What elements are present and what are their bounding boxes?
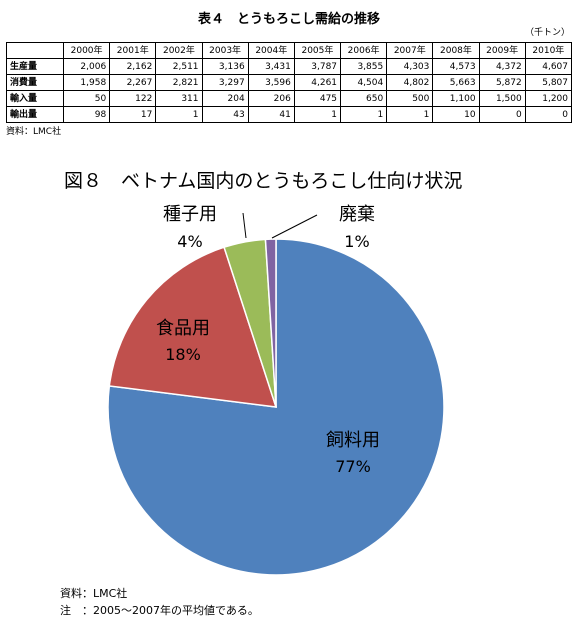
pie-slices: [107, 238, 445, 576]
slice-value-food: 18%: [165, 345, 201, 364]
slice-value-waste: 1%: [344, 232, 369, 251]
slice-waste: [264, 238, 277, 408]
table-cell: 1: [386, 106, 434, 123]
table-source: 資料：LMC社: [6, 127, 62, 137]
slice-name-feed: 飼料用: [326, 430, 380, 451]
table-cell: 0: [524, 106, 573, 123]
slice-food: [108, 246, 278, 408]
chart-note: 注 ：2005～2007年の平均値である。: [60, 604, 259, 617]
table-title: 表４ とうもろこし需給の推移: [197, 12, 380, 27]
slice-value-seed: 4%: [177, 232, 202, 251]
table-unit: （千トン）: [524, 28, 570, 38]
table-row: 生産量 2,006 2,162 2,511 3,136 3,431 3,787 …: [6, 58, 573, 75]
slice-feed: [107, 238, 445, 576]
supply-demand-table: 2000年 2001年 2002年 2003年 2004年 2005年 2006…: [6, 42, 573, 123]
table-cell: 98: [62, 106, 111, 123]
slice-value-feed: 77%: [335, 457, 371, 476]
chart-title: 図８ ベトナム国内のとうもろこし仕向け状況: [64, 170, 463, 192]
leader-line-waste: [271, 214, 318, 239]
slice-name-waste: 廃棄: [339, 204, 375, 225]
slice-name-food: 食品用: [156, 318, 210, 339]
table-row: 輸出量 98 17 1 43 41 1 1 1 10 0 0: [6, 106, 573, 123]
leader-line-seed: [242, 212, 247, 239]
year-header: 2000年: [62, 42, 111, 59]
slice-name-seed: 種子用: [163, 204, 217, 225]
chart-notes: 資料：LMC社 注 ：2005～2007年の平均値である。: [60, 585, 259, 619]
table-row: 輸入量 50 122 311 204 206 475 650 500 1,100…: [6, 90, 573, 107]
chart-source: 資料：LMC社: [60, 587, 128, 600]
